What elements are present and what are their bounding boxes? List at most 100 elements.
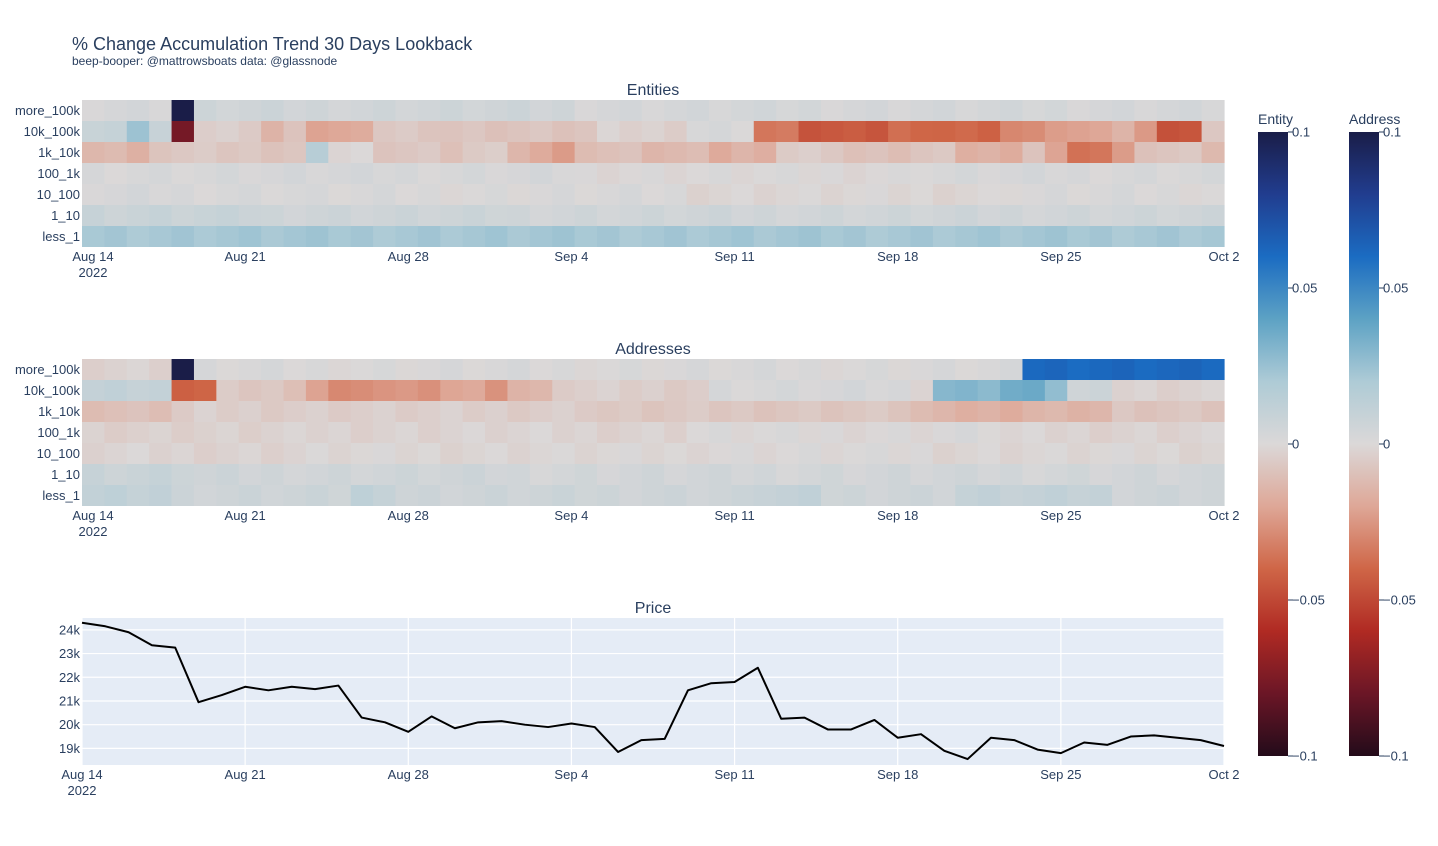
heatmap-cell <box>865 464 889 485</box>
heatmap-cell <box>126 443 150 464</box>
heatmap-cell <box>708 401 732 422</box>
heatmap-cell <box>955 226 979 247</box>
heatmap-cell <box>1067 485 1091 506</box>
heatmap-cell <box>238 205 262 226</box>
heatmap-cell <box>82 100 105 121</box>
heatmap-cell <box>261 142 285 163</box>
heatmap-cell <box>955 380 979 401</box>
heatmap-cell <box>216 464 240 485</box>
heatmap-cell <box>686 485 710 506</box>
heatmap-cell <box>1000 359 1024 380</box>
heatmap-cell <box>1044 401 1068 422</box>
heatmap-cell <box>1000 142 1024 163</box>
heatmap-cell <box>171 121 195 142</box>
heatmap-cell <box>126 464 150 485</box>
heatmap-cell <box>1089 485 1113 506</box>
heatmap-cell <box>193 401 217 422</box>
heatmap-cell <box>283 401 307 422</box>
heatmap-cell <box>1089 121 1113 142</box>
heatmap-cell <box>574 485 598 506</box>
heatmap-cell <box>955 464 979 485</box>
heatmap-cell <box>238 359 262 380</box>
heatmap-cell <box>82 205 105 226</box>
heatmap-cell <box>552 359 576 380</box>
price-y-tick-label: 21k <box>59 693 80 708</box>
heatmap-cell <box>753 401 777 422</box>
heatmap-cell <box>955 121 979 142</box>
heatmap-cell <box>1156 401 1180 422</box>
heatmap-cell <box>171 464 195 485</box>
heatmap-cell <box>529 163 553 184</box>
heatmap-cell <box>552 443 576 464</box>
heatmap-cell <box>283 359 307 380</box>
heatmap-cell <box>888 184 912 205</box>
addresses-y-labels: more_100k 10k_100k 1k_10k 100_1k 10_100 1_10l… <box>15 362 81 503</box>
heatmap-cell <box>955 443 979 464</box>
heatmap-cell <box>552 184 576 205</box>
heatmap-cell <box>1134 422 1158 443</box>
heatmap-cell <box>261 401 285 422</box>
heatmap-cell <box>686 443 710 464</box>
price-x-tick-label: Sep 25 <box>1040 767 1081 782</box>
heatmap-cell <box>574 226 598 247</box>
heatmap-cell <box>171 142 195 163</box>
heatmap-cell <box>1134 121 1158 142</box>
heatmap-cell <box>104 121 128 142</box>
heatmap-cell <box>1134 401 1158 422</box>
heatmap-cell <box>641 359 665 380</box>
heatmap-cell <box>1112 163 1136 184</box>
heatmap-cell <box>708 184 732 205</box>
heatmap-cell <box>193 121 217 142</box>
heatmap-cell <box>1089 422 1113 443</box>
heatmap-cell <box>1179 380 1203 401</box>
heatmap-cell <box>1022 205 1046 226</box>
heatmap-cell <box>619 163 643 184</box>
heatmap-cell <box>1112 443 1136 464</box>
heatmap-cell <box>149 380 173 401</box>
heatmap-cell <box>1179 100 1203 121</box>
heatmap-cell <box>574 163 598 184</box>
heatmap-cell <box>888 142 912 163</box>
heatmap-cell <box>126 100 150 121</box>
heatmap-cell <box>1022 380 1046 401</box>
heatmap-cell <box>529 359 553 380</box>
heatmap-cell <box>619 100 643 121</box>
heatmap-cell <box>328 443 352 464</box>
heatmap-cell <box>395 184 419 205</box>
heatmap-cell <box>552 380 576 401</box>
x-tick-year: 2022 <box>79 524 108 539</box>
heatmap-cell <box>1067 121 1091 142</box>
heatmap-cell <box>888 380 912 401</box>
x-tick-label: Sep 18 <box>877 508 918 523</box>
heatmap-cell <box>440 485 464 506</box>
heatmap-cell <box>350 464 374 485</box>
heatmap-cell <box>305 163 329 184</box>
heatmap-cell <box>104 380 128 401</box>
heatmap-cell <box>865 121 889 142</box>
heatmap-cell <box>417 443 441 464</box>
heatmap-cell <box>171 485 195 506</box>
heatmap-cell <box>977 422 1001 443</box>
heatmap-cell <box>1134 100 1158 121</box>
heatmap-cell <box>664 100 688 121</box>
heatmap-cell <box>1201 142 1225 163</box>
heatmap-cell <box>932 359 956 380</box>
heatmap-cell <box>82 142 105 163</box>
heatmap-cell <box>910 163 934 184</box>
heatmap-cell <box>507 142 531 163</box>
heatmap-cell <box>1089 401 1113 422</box>
heatmap-cell <box>932 184 956 205</box>
heatmap-cell <box>485 380 509 401</box>
heatmap-cell <box>171 163 195 184</box>
heatmap-cell <box>977 401 1001 422</box>
heatmap-cell <box>641 226 665 247</box>
heatmap-cell <box>261 226 285 247</box>
heatmap-cell <box>910 443 934 464</box>
heatmap-cell <box>395 464 419 485</box>
heatmap-cell <box>126 184 150 205</box>
heatmap-cell <box>485 422 509 443</box>
heatmap-cell <box>305 464 329 485</box>
heatmap-cell <box>216 485 240 506</box>
heatmap-cell <box>641 443 665 464</box>
heatmap-cell <box>328 184 352 205</box>
